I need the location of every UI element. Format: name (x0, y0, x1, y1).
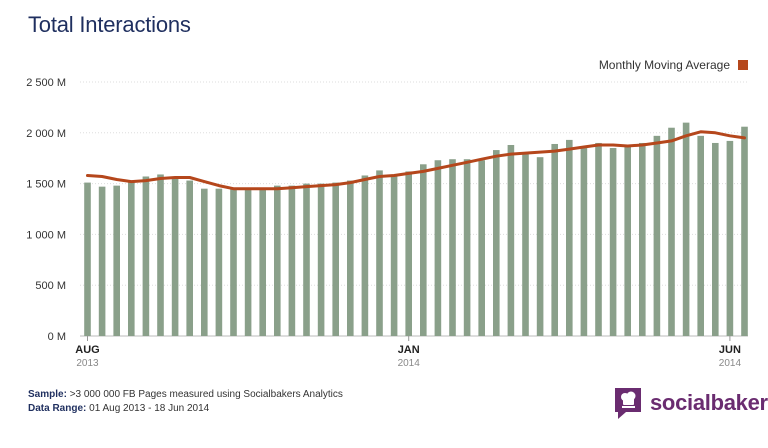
bar (142, 176, 150, 336)
bar (478, 160, 485, 336)
sample-line: Sample: >3 000 000 FB Pages measured usi… (28, 388, 343, 402)
y-tick-label: 1 500 M (26, 179, 66, 191)
bar (361, 175, 369, 336)
legend-label: Monthly Moving Average (598, 58, 730, 72)
bar (215, 188, 223, 336)
bar (551, 143, 558, 336)
bar (536, 157, 544, 336)
bar (317, 183, 325, 336)
bar (566, 139, 573, 336)
bar (230, 187, 237, 336)
bar (186, 180, 193, 336)
bar (668, 127, 675, 336)
bar (376, 170, 383, 336)
bar (98, 186, 106, 336)
bar (113, 185, 120, 336)
y-tick-label: 2 000 M (26, 128, 66, 140)
sample-text: >3 000 000 FB Pages measured using Socia… (69, 389, 343, 400)
bar (274, 185, 281, 336)
x-tick-month: JUN (719, 344, 741, 356)
chart-title: Total Interactions (28, 12, 191, 37)
bar (624, 146, 631, 336)
y-tick-label: 2 500 M (26, 77, 66, 89)
bar (420, 164, 427, 336)
y-tick-label: 0 M (48, 331, 66, 343)
bar (609, 148, 617, 336)
footer: Sample: >3 000 000 FB Pages measured usi… (28, 388, 343, 416)
bar (244, 187, 252, 336)
logo-text: socialbakers (650, 390, 768, 415)
bar (507, 144, 515, 336)
bar (712, 142, 719, 336)
x-tick-year: 2014 (398, 358, 421, 369)
range-text: 01 Aug 2013 - 18 Jun 2014 (89, 403, 210, 414)
range-line: Data Range: 01 Aug 2013 - 18 Jun 2014 (28, 402, 343, 416)
bar (171, 176, 179, 336)
bar (595, 142, 602, 336)
bar (697, 135, 704, 336)
sample-label: Sample: (28, 389, 67, 400)
range-label: Data Range: (28, 403, 87, 414)
bar (580, 148, 588, 336)
y-tick-label: 1 000 M (26, 229, 66, 241)
bar (434, 160, 442, 336)
bar (347, 180, 354, 336)
legend: Monthly Moving Average (599, 58, 748, 72)
bar (332, 182, 339, 336)
bar (493, 150, 500, 336)
bar (84, 182, 91, 336)
bar (157, 174, 164, 336)
logo: socialbakers (612, 385, 768, 421)
bar (405, 171, 412, 336)
bar (288, 185, 296, 336)
bar (259, 187, 266, 336)
bar (303, 183, 310, 336)
bar (682, 122, 690, 336)
bar (463, 159, 471, 336)
bar (201, 188, 208, 336)
x-tick-month: JAN (398, 344, 420, 356)
bar (449, 159, 456, 336)
y-tick-label: 500 M (35, 280, 66, 292)
x-tick-year: 2013 (76, 358, 99, 369)
x-tick-year: 2014 (719, 358, 742, 369)
bar (726, 140, 734, 336)
bar (128, 180, 135, 336)
x-tick-month: AUG (75, 344, 99, 356)
bar (522, 154, 529, 336)
bar (653, 135, 661, 336)
bar (741, 126, 748, 336)
moving-average-line (86, 130, 746, 191)
bar (639, 142, 646, 336)
bar (390, 174, 398, 336)
socialbakers-chef-icon (615, 388, 641, 419)
legend-swatch (738, 60, 748, 70)
